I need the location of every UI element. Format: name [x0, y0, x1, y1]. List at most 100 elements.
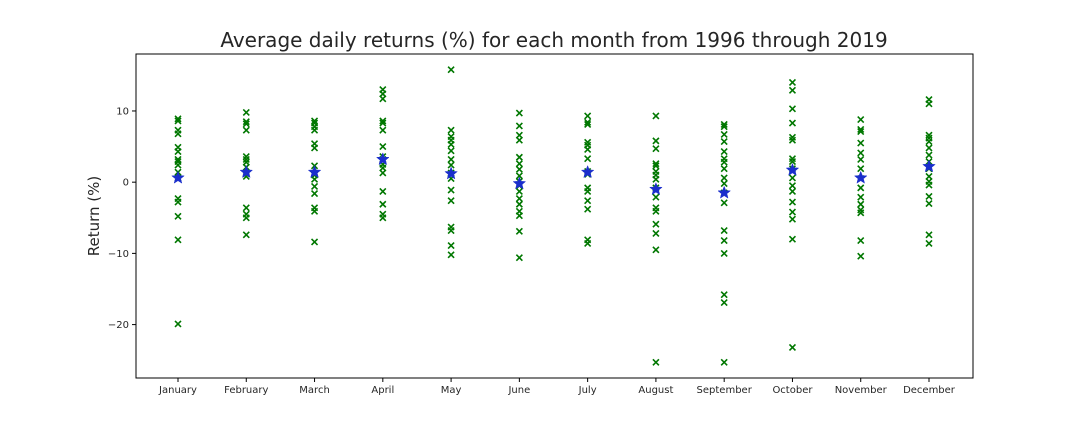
scatter-point [310, 204, 319, 212]
scatter-point [652, 246, 660, 254]
scatter-point [242, 118, 250, 126]
scatter-point [584, 112, 592, 120]
scatter-point [584, 236, 592, 244]
x-tick-label: October [772, 385, 813, 396]
scatter-point [788, 187, 797, 195]
scatter-point [857, 115, 865, 124]
scatter-point [857, 200, 865, 208]
scatter-point [857, 184, 865, 192]
scatter-point [788, 155, 797, 163]
scatter-point [788, 136, 797, 144]
scatter-point [720, 155, 728, 163]
scatter-point [242, 120, 250, 128]
scatter-point [857, 128, 865, 136]
scatter-point [925, 151, 933, 159]
scatter-point [788, 157, 797, 166]
scatter-point [857, 252, 865, 260]
scatter-point [788, 78, 797, 87]
chart-title: Average daily returns (%) for each month… [220, 28, 887, 52]
y-axis-label: Return (%) [85, 176, 103, 257]
scatter-point [310, 140, 319, 148]
scatter-point [720, 199, 728, 207]
scatter-point [720, 291, 728, 299]
scatter-point [584, 141, 592, 149]
y-axis: 10 0 −10 −20 [108, 106, 136, 331]
scatter-point [242, 126, 250, 134]
scatter-point [788, 208, 797, 216]
scatter-point [174, 126, 182, 134]
scatter-point [652, 229, 660, 238]
mean-star-marker [853, 170, 868, 184]
scatter-point [379, 210, 387, 218]
scatter-point [447, 241, 455, 250]
scatter-point [788, 133, 797, 141]
scatter-point [584, 120, 592, 129]
mean-star-marker [444, 166, 458, 180]
scatter-point [925, 192, 933, 200]
scatter-point [515, 122, 523, 130]
scatter-point [857, 237, 865, 245]
scatter-point [720, 174, 728, 182]
x-tick-label: June [507, 385, 530, 396]
scatter-point [652, 160, 660, 168]
scatter-point [447, 147, 455, 155]
scatter-point [174, 320, 182, 328]
scatter-point [174, 194, 182, 203]
scatter-point [788, 174, 797, 182]
scatter-point [379, 187, 387, 195]
x-tick-label: April [371, 385, 394, 396]
scatter-point [447, 223, 455, 231]
scatter-point [584, 197, 592, 205]
x-tick-label: February [224, 385, 268, 396]
scatter-point [788, 182, 797, 190]
scatter-point [447, 155, 455, 163]
scatter-point [925, 96, 933, 104]
scatter-point [857, 209, 865, 217]
y-tick-label: −20 [108, 320, 129, 331]
scatter-point [242, 204, 250, 212]
mean-star-marker [922, 159, 936, 173]
scatter-point [857, 206, 865, 214]
scatter-point [857, 165, 865, 173]
scatter-point [447, 133, 455, 141]
scatter-point [515, 131, 523, 139]
scatter-point [515, 165, 523, 173]
scatter-point [925, 199, 933, 208]
scatter-point [652, 204, 660, 212]
scatter-point [379, 117, 387, 125]
scatter-point [310, 238, 319, 246]
scatter-point [515, 109, 523, 117]
x-tick-label: September [697, 385, 753, 396]
scatter-point [652, 193, 660, 201]
y-tick-label: −10 [108, 249, 129, 260]
scatter-point [310, 117, 319, 125]
scatter-point [584, 155, 592, 163]
scatter-point [788, 215, 797, 223]
scatter-point [515, 254, 523, 262]
scatter-point [720, 180, 728, 188]
mean-star-marker [375, 152, 390, 166]
scatter-point [720, 227, 728, 235]
scatter-point [857, 149, 865, 157]
scatter-point [310, 182, 319, 191]
scatter-point [652, 162, 660, 170]
scatter-point [379, 119, 387, 127]
mean-star-marker [307, 165, 322, 179]
mean-star-marker [785, 162, 800, 176]
scatter-point [720, 358, 728, 366]
scatter-point [788, 235, 797, 243]
scatter-point [310, 190, 319, 198]
scatter-point [652, 112, 660, 120]
scatter-point [174, 115, 182, 123]
mean-star-marker [171, 170, 185, 184]
scatter-point [515, 227, 523, 235]
scatter-point [379, 143, 387, 151]
x-tick-label: November [835, 385, 888, 396]
scatter-point [447, 126, 455, 134]
scatter-point [174, 236, 182, 244]
scatter-point [925, 134, 933, 142]
mean-star-marker [580, 165, 595, 179]
scatter-point [925, 231, 933, 239]
scatter-point [242, 231, 250, 239]
scatter-point [310, 119, 319, 127]
